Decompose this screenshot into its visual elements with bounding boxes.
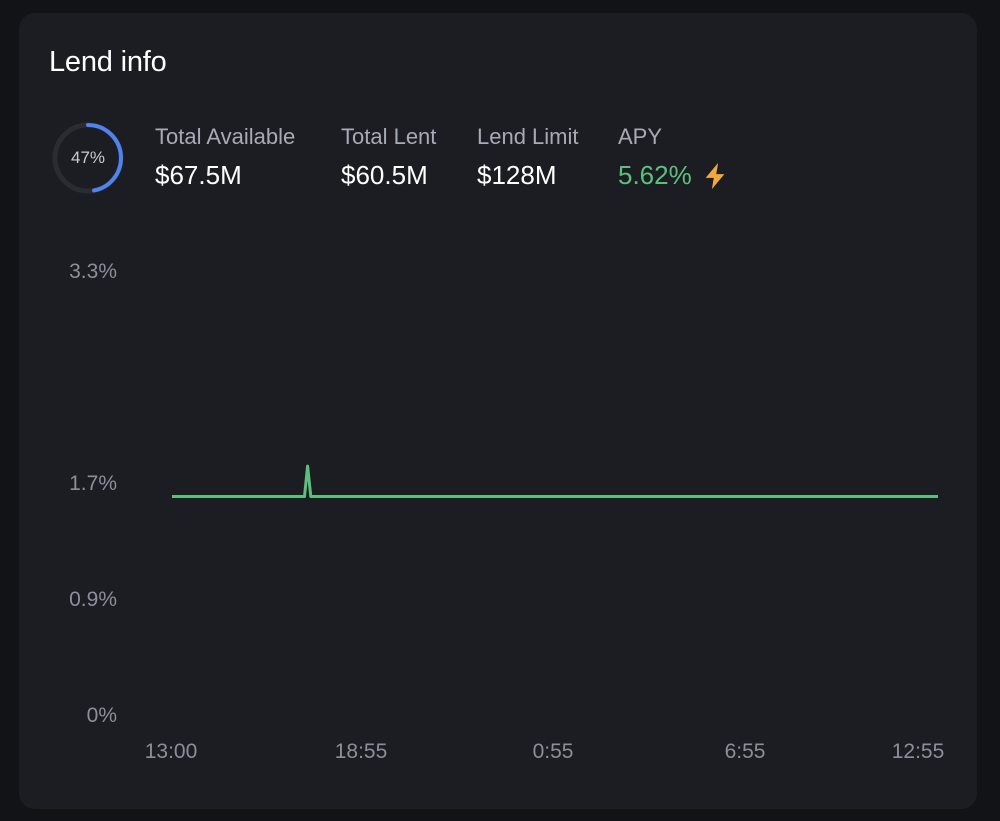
total-lent-label: Total Lent xyxy=(341,124,437,149)
x-tick-label: 13:00 xyxy=(145,740,198,763)
y-tick-label: 1.7% xyxy=(69,472,117,495)
x-tick-label: 12:55 xyxy=(892,740,945,763)
x-tick-label: 6:55 xyxy=(725,740,766,763)
apy-value: 5.62% xyxy=(618,160,692,190)
total-lent-value: $60.5M xyxy=(341,160,428,190)
lightning-bolt-icon xyxy=(705,162,725,189)
stat-total-available: Total Available $67.5M xyxy=(155,124,295,191)
apy-label: APY xyxy=(618,124,663,149)
x-tick-label: 0:55 xyxy=(533,740,574,763)
y-tick-label: 0.9% xyxy=(69,588,117,611)
utilization-ring-progress xyxy=(53,123,123,193)
utilization-ring xyxy=(52,122,124,194)
apy-value-row: 5.62% xyxy=(618,160,730,191)
lend-limit-label: Lend Limit xyxy=(477,124,579,149)
y-tick-label: 0% xyxy=(87,704,117,727)
card-title: Lend info xyxy=(49,46,167,78)
lend-info-card xyxy=(19,13,977,809)
lend-limit-value: $128M xyxy=(477,160,557,190)
stat-apy: APY 5.62% xyxy=(618,124,730,191)
total-available-value: $67.5M xyxy=(155,160,242,190)
utilization-percent: 47% xyxy=(70,148,106,167)
stat-lend-limit: Lend Limit $128M xyxy=(477,124,579,191)
x-tick-label: 18:55 xyxy=(335,740,388,763)
stat-total-lent: Total Lent $60.5M xyxy=(341,124,436,191)
y-tick-label: 3.3% xyxy=(69,260,117,283)
apy-series-line xyxy=(172,464,938,498)
total-available-label: Total Available xyxy=(155,124,296,149)
